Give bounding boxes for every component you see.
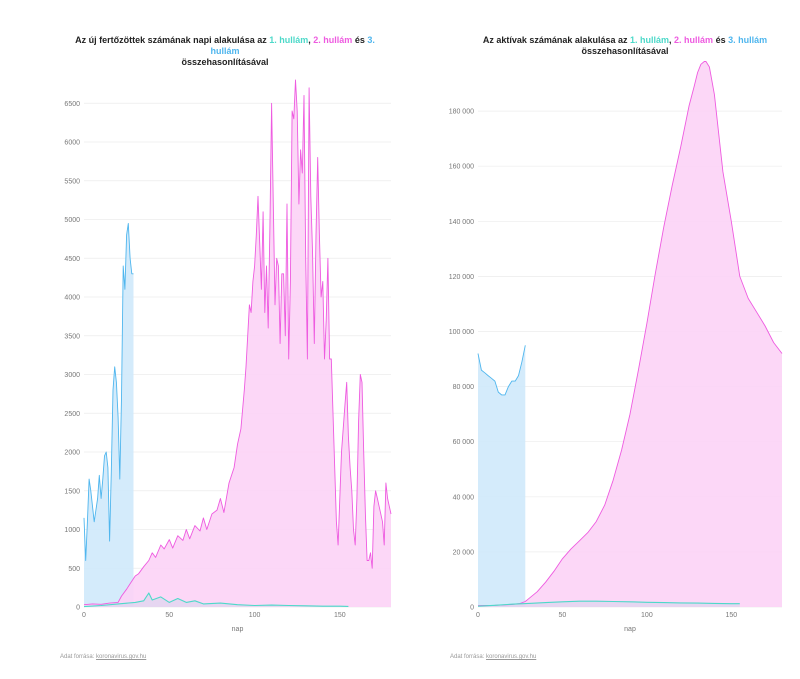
series-line-wave2: [477, 61, 783, 607]
y-tick-label: 1000: [64, 527, 80, 534]
series-area-wave2: [478, 61, 782, 607]
legend-wave2: 2. hullám: [674, 35, 714, 45]
data-source: Adat forrása: koronavirus.gov.hu: [450, 654, 537, 660]
data-source: Adat forrása: koronavirus.gov.hu: [60, 654, 147, 660]
legend-wave3: 3. hullám: [210, 35, 375, 56]
series-line-wave1: [83, 592, 349, 608]
chart-title: Az aktívak számának alakulása az 1. hull…: [482, 35, 768, 56]
y-tick-label: 0: [470, 605, 474, 612]
x-tick-label: 50: [165, 612, 173, 619]
chart-right-svg: 0 20 000 40 000 60 000 80 000 100 000 120 000 1…: [449, 61, 783, 633]
y-tick-label: 1500: [64, 488, 80, 495]
y-tick-label: 2500: [64, 411, 80, 418]
series-area-wave3: [478, 345, 526, 607]
chart-title: Az új fertőzöttek számának napi alakulás…: [75, 35, 375, 67]
x-tick-label: 0: [82, 612, 86, 619]
x-tick-label: 150: [334, 612, 346, 619]
series-line-wave3: [477, 345, 526, 396]
y-tick-label: 140 000: [449, 219, 474, 226]
y-tick-label: 5500: [64, 178, 80, 185]
y-tick-label: 80 000: [453, 384, 475, 391]
y-tick-label: 180 000: [449, 109, 474, 116]
y-tick-label: 60 000: [453, 439, 475, 446]
legend-wave3: 3. hullám: [728, 35, 768, 45]
y-tick-label: 40 000: [453, 494, 475, 501]
x-tick-label: 150: [725, 612, 737, 619]
legend-wave1: 1. hullám: [629, 35, 669, 45]
left-chart-panel: Az új fertőzöttek számának napi alakulás…: [60, 35, 392, 660]
series-area-wave3: [84, 223, 134, 607]
x-axis-label: nap: [624, 626, 636, 633]
x-tick-label: 100: [249, 612, 261, 619]
y-tick-label: 20 000: [453, 549, 475, 556]
source-link[interactable]: koronavirus.gov.hu: [486, 654, 537, 660]
y-tick-label: 3000: [64, 372, 80, 379]
legend-wave1: 1. hullám: [269, 35, 309, 45]
x-tick-label: 100: [641, 612, 653, 619]
y-tick-label: 100 000: [449, 329, 474, 336]
x-tick-label: 50: [559, 612, 567, 619]
series-line-wave1: [477, 600, 740, 607]
x-tick-label: 0: [476, 612, 480, 619]
series-area-wave1: [478, 601, 740, 607]
chart-left-svg: 0500100015002000250030003500400045005000…: [64, 79, 392, 633]
y-tick-label: 4000: [64, 295, 80, 302]
series-line-wave3: [83, 222, 134, 561]
y-tick-label: 500: [68, 566, 80, 573]
y-tick-label: 160 000: [449, 164, 474, 171]
source-link[interactable]: koronavirus.gov.hu: [96, 654, 147, 660]
y-tick-label: 0: [76, 605, 80, 612]
y-tick-label: 6500: [64, 101, 80, 108]
x-axis-label: nap: [232, 626, 244, 633]
right-chart-panel: Az aktívak számának alakulása az 1. hull…: [400, 0, 800, 679]
series-line-wave2: [83, 79, 392, 606]
y-tick-label: 120 000: [449, 274, 474, 281]
series-area-wave2: [84, 80, 391, 607]
y-tick-label: 6000: [64, 140, 80, 147]
legend-wave2: 2. hullám: [313, 35, 353, 45]
y-tick-label: 3500: [64, 333, 80, 340]
y-tick-label: 2000: [64, 450, 80, 457]
y-tick-label: 4500: [64, 256, 80, 263]
y-tick-label: 5000: [64, 217, 80, 224]
